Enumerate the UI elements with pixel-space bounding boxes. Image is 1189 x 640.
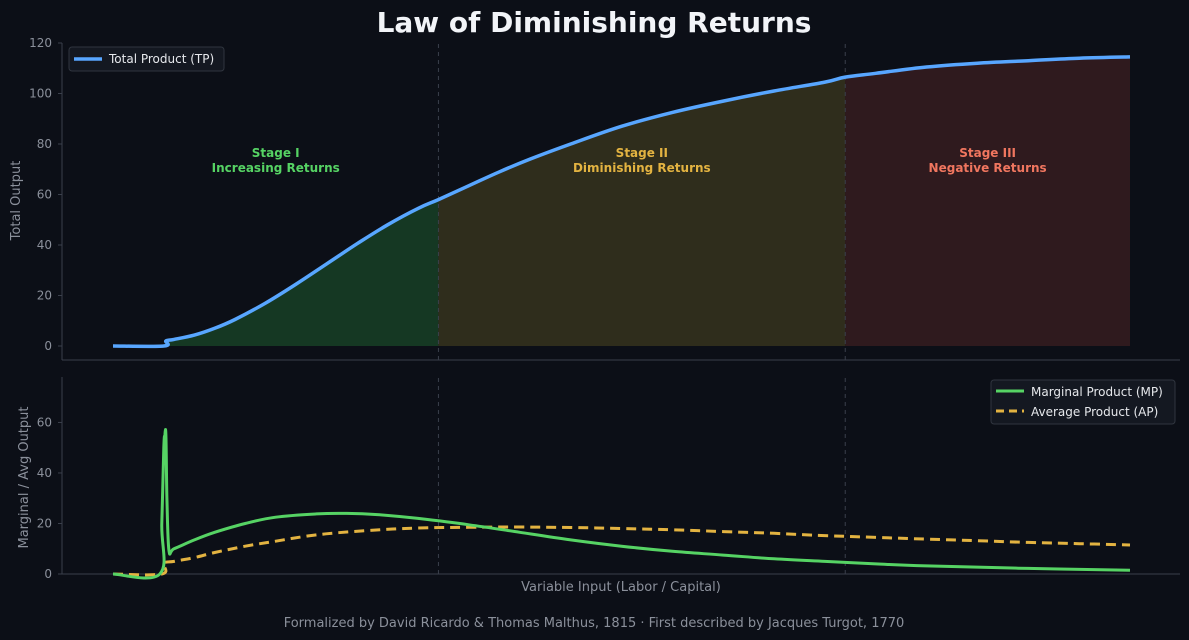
legend-tp-label: Total Product (TP) [108, 52, 214, 66]
stage-1-region [113, 199, 439, 346]
chart-title: Law of Diminishing Returns [377, 6, 812, 39]
top-y-tick-label: 40 [37, 238, 52, 252]
top-y-tick-label: 60 [37, 188, 52, 202]
stage-1-label: Stage I [252, 146, 300, 160]
stage-3-region [845, 56, 1130, 347]
top-y-axis-label: Total Output [9, 161, 24, 242]
stage-3-label: Stage III [959, 146, 1016, 160]
bottom-legend-box [990, 379, 1176, 425]
stage-2-region [438, 77, 846, 346]
bottom-y-ticks: 0 20 40 60 [37, 415, 62, 581]
tp-series-line [112, 55, 1131, 349]
mp-series-line [112, 427, 1131, 580]
bottom-y-tick-label: 40 [37, 466, 52, 480]
ap-series-line [112, 525, 1131, 577]
footer-credit: Formalized by David Ricardo & Thomas Mal… [284, 616, 905, 631]
top-y-tick-label: 80 [37, 137, 52, 151]
legend-mp-label: Marginal Product (MP) [1031, 385, 1163, 399]
top-y-tick-label: 0 [44, 339, 52, 353]
top-y-tick-label: 20 [37, 289, 52, 303]
stage-3-sublabel: Negative Returns [929, 161, 1047, 175]
top-y-ticks: 0 20 40 60 80 100 120 [29, 36, 62, 353]
top-panel: 0 20 40 60 80 100 120 Total Output Stage I Inc… [9, 36, 1180, 361]
bottom-panel: 0 20 40 60 Marginal / Avg Output Variable I… [17, 377, 1180, 595]
top-y-tick-label: 100 [29, 87, 52, 101]
x-axis-label: Variable Input (Labor / Capital) [521, 580, 721, 595]
bottom-y-axis-label: Marginal / Avg Output [17, 407, 32, 549]
bottom-y-tick-label: 60 [37, 415, 52, 429]
bottom-y-tick-label: 20 [37, 516, 52, 530]
legend-ap-label: Average Product (AP) [1031, 405, 1158, 419]
bottom-y-tick-label: 0 [44, 567, 52, 581]
bottom-legend: Marginal Product (MP) Average Product (A… [990, 379, 1176, 425]
stage-2-label: Stage II [616, 146, 668, 160]
stage-1-sublabel: Increasing Returns [212, 161, 340, 175]
top-legend: Total Product (TP) [68, 46, 225, 72]
stage-2-sublabel: Diminishing Returns [573, 161, 711, 175]
top-legend-box [68, 46, 225, 72]
top-y-tick-label: 120 [29, 36, 52, 50]
